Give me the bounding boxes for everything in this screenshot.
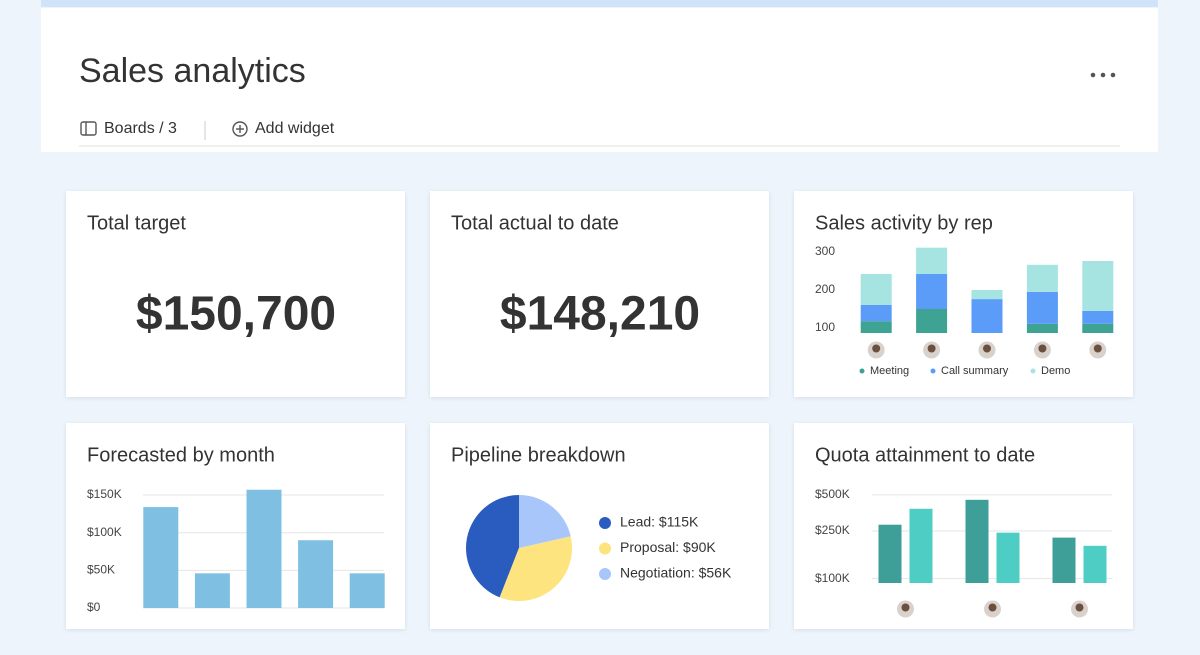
bar-segment bbox=[1082, 323, 1114, 333]
legend-label: Call summary bbox=[941, 365, 1009, 377]
bar bbox=[349, 573, 385, 608]
bar-segment bbox=[916, 273, 948, 309]
bar bbox=[909, 508, 933, 583]
y-tick-label: 300 bbox=[815, 244, 835, 258]
bar bbox=[878, 524, 902, 583]
card-title: Total actual to date bbox=[451, 212, 619, 234]
card bbox=[794, 423, 1133, 629]
bar-segment bbox=[860, 304, 892, 322]
pie-slice bbox=[519, 495, 571, 548]
y-tick-label: $100K bbox=[815, 571, 850, 585]
legend-dot bbox=[599, 517, 611, 529]
bar bbox=[298, 540, 334, 608]
avatar-face bbox=[1075, 603, 1084, 612]
card bbox=[66, 191, 405, 397]
bar bbox=[246, 489, 282, 608]
legend-label: Lead: $115K bbox=[620, 514, 699, 530]
bar-segment bbox=[971, 299, 1003, 333]
bar-segment bbox=[1082, 261, 1114, 311]
top-strip bbox=[41, 0, 1158, 7]
legend-dot bbox=[1030, 368, 1036, 374]
bar-segment bbox=[1026, 291, 1058, 324]
legend-dot bbox=[859, 368, 865, 374]
y-tick-label: 200 bbox=[815, 282, 835, 296]
boards-link[interactable]: Boards / 3 bbox=[80, 120, 177, 137]
bar-segment bbox=[971, 289, 1003, 300]
avatar-face bbox=[988, 603, 997, 612]
avatar-face bbox=[983, 344, 991, 353]
legend-dot bbox=[930, 368, 936, 374]
bar bbox=[1052, 537, 1076, 583]
y-tick-label: $500K bbox=[815, 487, 850, 501]
header-panel bbox=[41, 8, 1158, 152]
bar bbox=[965, 499, 989, 583]
bar-segment bbox=[916, 247, 948, 274]
card-title: Total target bbox=[87, 212, 186, 234]
add-widget-label: Add widget bbox=[255, 120, 335, 137]
kpi-value: $148,210 bbox=[500, 288, 700, 341]
kpi-value: $150,700 bbox=[136, 288, 336, 341]
bar bbox=[194, 573, 230, 608]
more-menu[interactable] bbox=[1090, 72, 1116, 78]
legend-label: Demo bbox=[1041, 365, 1070, 377]
y-tick-label: $0 bbox=[87, 600, 101, 614]
card bbox=[66, 423, 405, 629]
chart-title: Forecasted by month bbox=[87, 444, 275, 466]
card bbox=[794, 191, 1133, 397]
avatar-face bbox=[872, 344, 881, 353]
avatar-face bbox=[901, 603, 910, 612]
boards-label: Boards / 3 bbox=[104, 120, 177, 137]
legend-label: Negotiation: $56K bbox=[620, 565, 732, 581]
y-tick-label: 100 bbox=[815, 320, 835, 334]
pie-slice bbox=[465, 495, 519, 598]
bar-segment bbox=[860, 273, 892, 305]
add-widget-button[interactable]: Add widget bbox=[232, 120, 335, 137]
page-title: Sales analytics bbox=[79, 52, 306, 90]
avatar-face bbox=[1093, 344, 1102, 353]
avatar-face bbox=[1038, 344, 1047, 353]
legend-label: Meeting bbox=[870, 365, 909, 377]
bar-segment bbox=[1082, 310, 1114, 324]
bar-segment bbox=[860, 321, 892, 333]
legend-dot bbox=[599, 568, 611, 580]
chart-title: Quota attainment to date bbox=[815, 444, 1035, 466]
bar bbox=[143, 507, 179, 608]
card bbox=[430, 191, 769, 397]
avatar-face bbox=[927, 344, 936, 353]
y-tick-label: $100K bbox=[87, 525, 122, 539]
y-tick-label: $250K bbox=[815, 523, 850, 537]
bar-segment bbox=[916, 309, 948, 333]
legend-label: Proposal: $90K bbox=[620, 539, 716, 555]
pie-slice bbox=[499, 536, 572, 602]
chart-title: Pipeline breakdown bbox=[451, 444, 626, 466]
legend-dot bbox=[599, 542, 611, 555]
chart-title: Sales activity by rep bbox=[815, 212, 993, 234]
bar-segment bbox=[1026, 323, 1058, 333]
bar bbox=[1083, 545, 1107, 583]
bar-segment bbox=[1026, 264, 1058, 292]
y-tick-label: $150K bbox=[87, 487, 122, 501]
y-tick-label: $50K bbox=[87, 563, 115, 577]
bar bbox=[996, 532, 1020, 583]
